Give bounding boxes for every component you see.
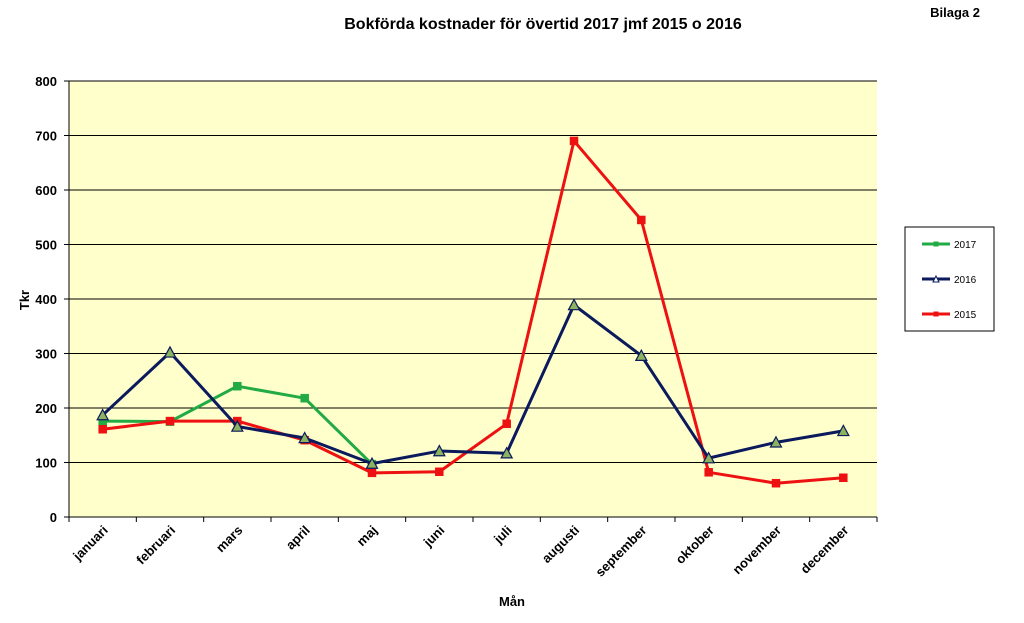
series-line-2016 (101, 303, 844, 466)
data-point-2015 (569, 136, 579, 146)
data-point-2015 (637, 215, 646, 225)
data-point-2016 (365, 456, 379, 469)
data-point-2016 (163, 345, 177, 358)
x-tick-label: november (730, 523, 785, 578)
x-tick-label: augusti (539, 523, 582, 566)
x-tick-label: mars (213, 523, 246, 556)
x-tick-label: april (283, 523, 313, 553)
x-tick-label: juni (420, 523, 448, 551)
legend-label: 2017 (954, 240, 977, 251)
x-tick-label: juli (490, 523, 515, 548)
data-point-2015 (165, 416, 175, 426)
data-point-2016 (298, 431, 312, 444)
x-tick-label: september (592, 523, 649, 580)
legend-entry-2015: 2015 (922, 310, 977, 321)
data-point-2016 (500, 446, 514, 459)
data-point-2015 (435, 467, 444, 477)
y-tick-label: 100 (35, 456, 57, 471)
annex-label: Bilaga 2 (930, 5, 980, 20)
data-point-2016 (769, 435, 783, 448)
data-point-2015 (98, 425, 107, 434)
data-point-2016 (96, 408, 110, 421)
data-point-2016 (634, 348, 648, 361)
chart-title: Bokförda kostnader för övertid 2017 jmf … (344, 16, 742, 33)
x-axis-label: Mån (499, 594, 525, 609)
y-tick-label: 600 (35, 183, 57, 198)
legend: 2017 2016 2015 (904, 226, 995, 332)
data-point-2016 (230, 419, 244, 432)
x-tick-label: december (797, 523, 851, 577)
data-point-2017 (233, 381, 242, 391)
y-tick-label: 500 (35, 238, 57, 253)
y-axis-label: Tkr (17, 290, 32, 310)
x-tick-label: maj (354, 523, 380, 549)
data-point-2016 (432, 444, 446, 457)
legend-entry-2016: 2016 (922, 274, 977, 286)
y-tick-label: 800 (35, 74, 57, 89)
x-tick-label: oktober (672, 523, 716, 567)
y-tick-label: 0 (50, 510, 57, 525)
legend-label: 2015 (954, 310, 977, 321)
plot-area: 0 100 200 300 400 500 600 700 800 januari februari… (35, 74, 878, 580)
data-point-2015 (502, 419, 511, 429)
data-point-2015 (839, 473, 848, 483)
legend-marker (933, 311, 939, 317)
x-tick-label: februari (133, 523, 178, 568)
y-tick-label: 200 (35, 401, 57, 416)
legend-entry-2017: 2017 (922, 240, 977, 251)
data-point-2015 (704, 468, 713, 477)
legend-marker (933, 241, 939, 247)
data-point-2016 (702, 451, 716, 464)
series-line-2015 (102, 139, 844, 485)
y-tick-label: 300 (35, 347, 57, 362)
data-point-2016 (567, 298, 581, 311)
series-2016 (96, 298, 850, 469)
legend-label: 2016 (954, 275, 977, 286)
data-point-2015 (771, 478, 781, 488)
legend-marker (932, 274, 940, 283)
x-tick-label: januari (69, 523, 110, 564)
data-point-2017 (300, 393, 309, 403)
y-tick-label: 400 (35, 292, 57, 307)
data-point-2016 (836, 424, 850, 437)
data-point-2015 (367, 468, 377, 478)
y-tick-label: 700 (35, 129, 57, 144)
